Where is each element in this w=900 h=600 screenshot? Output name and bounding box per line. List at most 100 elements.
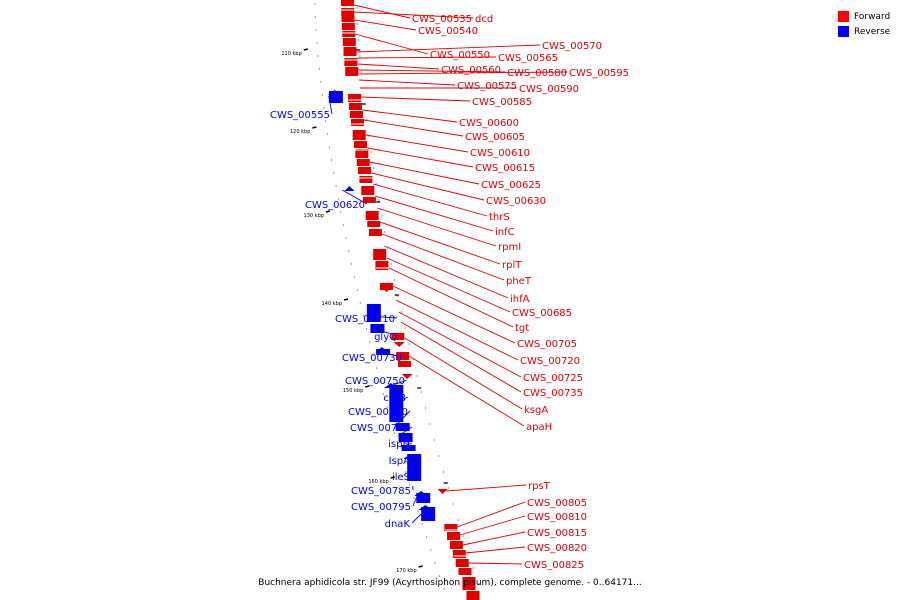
gene-label: CWS_00685	[512, 308, 572, 319]
forward-gene-block	[391, 333, 405, 340]
minor-tick-dot	[327, 133, 329, 135]
forward-gene-arrow	[355, 150, 367, 155]
kbp-tick-label: 150 kbp	[343, 388, 363, 394]
minor-tick-dot	[356, 289, 358, 291]
forward-gene-block	[362, 197, 376, 203]
leader-line	[384, 245, 509, 299]
gene-label: CWS_00705	[517, 339, 577, 350]
gene-label: CWS_00720	[520, 356, 580, 367]
forward-gene-arrow	[345, 69, 357, 74]
forward-gene-arrow	[444, 524, 456, 529]
minor-tick-dot	[472, 567, 474, 569]
minor-tick-dot	[359, 55, 361, 57]
minor-tick-dot	[318, 68, 320, 70]
gene-label: CWS_00625	[481, 180, 541, 191]
leader-line	[462, 531, 526, 546]
gene-label: ihfA	[510, 294, 530, 305]
minor-tick-dot	[357, 23, 359, 25]
minor-tick-dot	[424, 407, 427, 409]
reverse-gene-arrow	[418, 505, 433, 510]
minor-tick-dot	[340, 211, 342, 213]
leader-line	[355, 33, 429, 55]
minor-tick-dot	[393, 432, 395, 434]
reverse-gene-arrow	[414, 491, 429, 496]
gene-label: CWS_00710	[335, 314, 395, 325]
minor-tick-dot	[438, 575, 441, 577]
gene-label: glyQ	[374, 332, 397, 343]
gene-label: rplT	[502, 260, 522, 271]
forward-gene-arrow	[437, 489, 448, 494]
gene-label: CWS_00730	[342, 353, 402, 364]
leader-line	[362, 109, 458, 123]
minor-tick-dot	[409, 484, 411, 486]
forward-gene-block	[357, 167, 371, 174]
leader-line	[356, 44, 541, 53]
forward-gene-block	[398, 361, 412, 367]
forward-gene-block	[462, 577, 476, 590]
minor-tick-dot	[362, 315, 364, 317]
minor-tick-dot	[360, 71, 362, 73]
forward-gene-arrow	[401, 374, 413, 379]
minor-tick-dot	[353, 276, 355, 278]
gene-label: CWS_00785	[351, 486, 411, 497]
leader-line	[398, 311, 522, 378]
gene-label: CWS_00585	[472, 97, 532, 108]
gene-label: CWS_00540	[418, 26, 478, 37]
leader-line	[411, 513, 422, 524]
leader-line	[358, 71, 568, 75]
leader-line	[386, 257, 511, 313]
gene-label: CWS_00575	[457, 81, 517, 92]
forward-gene-block	[367, 221, 381, 227]
kbp-tick-label: 130 kbp	[304, 213, 324, 219]
minor-tick-dot	[416, 375, 418, 377]
minor-tick-dot	[350, 263, 352, 265]
gene-label: apaH	[526, 422, 552, 433]
minor-tick-dot	[405, 471, 407, 473]
minor-tick-dot	[358, 39, 360, 41]
forward-gene-block	[449, 541, 463, 549]
minor-tick-dot	[393, 279, 396, 281]
legend-reverse: Reverse	[838, 24, 890, 39]
reverse-gene-arrow	[403, 454, 418, 459]
gene-label: IspA	[389, 456, 411, 467]
minor-tick-dot	[372, 354, 374, 356]
minor-tick-dot	[359, 302, 361, 304]
minor-tick-dots	[314, 3, 480, 590]
leader-line	[408, 355, 525, 427]
forward-gene-block	[359, 176, 373, 183]
minor-tick-dot	[452, 503, 454, 505]
minor-tick-dot	[320, 81, 322, 83]
minor-tick-dot	[316, 42, 318, 44]
gene-label: ileS	[392, 472, 410, 483]
gene-label: infC	[495, 227, 515, 238]
forward-gene-arrow	[343, 38, 355, 43]
reverse-gene-block	[366, 304, 381, 322]
legend-forward-label: Forward	[854, 11, 891, 22]
genome-caption: Buchnera aphidicola str. JF99 (Acyrthosi…	[258, 578, 642, 588]
minor-tick-dot	[412, 359, 414, 361]
minor-tick-dot	[369, 341, 371, 343]
forward-gene-arrow	[455, 559, 467, 564]
kbp-tick-label: 160 kbp	[368, 479, 388, 485]
forward-gene-block	[349, 111, 363, 118]
gene-label: ksgA	[524, 405, 548, 416]
leader-line	[446, 484, 527, 492]
gene-label: CWS_00555	[270, 110, 330, 121]
minor-tick-dot	[323, 107, 325, 109]
legend: Forward Reverse	[838, 9, 890, 39]
forward-gene-arrow	[361, 186, 373, 191]
gene-label: CWS_00600	[459, 118, 519, 129]
gene-label: CWS_00615	[475, 163, 535, 174]
leader-line	[369, 161, 480, 185]
kbp-tick-mark	[303, 48, 308, 51]
minor-tick-dot	[384, 231, 386, 233]
gene-label: CWS_00535	[412, 14, 472, 25]
leader-line	[400, 321, 522, 393]
minor-tick-dot	[315, 29, 317, 31]
leader-line	[354, 19, 417, 31]
minor-tick-dot	[321, 94, 323, 96]
gene-label: CWS_00810	[527, 512, 587, 523]
kbp-tick-mark	[343, 298, 349, 301]
forward-gene-block	[354, 141, 368, 148]
minor-tick-dot	[438, 455, 440, 457]
